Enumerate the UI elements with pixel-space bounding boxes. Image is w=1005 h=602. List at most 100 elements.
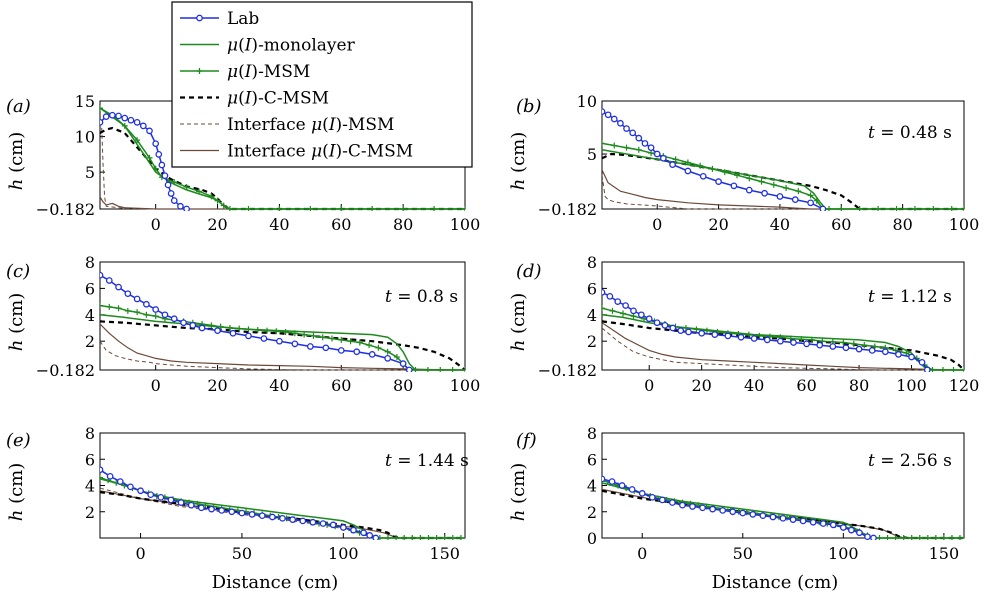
lab-point	[269, 513, 276, 521]
lab-point	[189, 322, 197, 329]
lab-point	[881, 348, 889, 356]
lab-point	[684, 167, 692, 175]
lab-point	[218, 507, 226, 514]
msm-point	[375, 344, 382, 351]
lab-point	[807, 199, 814, 207]
msm-point	[908, 535, 915, 540]
msm-point	[850, 340, 857, 347]
lab-point	[789, 516, 797, 523]
msm-point	[384, 535, 391, 540]
lab-point	[839, 524, 847, 531]
lab-point	[127, 116, 135, 124]
lab-point	[745, 186, 753, 194]
lab-point	[724, 332, 732, 340]
y-axis-label: h (cm)	[6, 463, 27, 522]
lab-point	[147, 491, 155, 499]
lab-point	[641, 140, 649, 147]
lab-point	[895, 351, 902, 358]
msm-point	[338, 205, 345, 211]
msm-point	[369, 205, 376, 211]
y-tick-label: 2	[587, 332, 597, 351]
lab-point	[791, 196, 799, 203]
lab-point	[100, 271, 104, 279]
series-line-interface-mu-i-msm	[602, 175, 964, 210]
lab-point	[759, 512, 767, 520]
lab-point	[638, 490, 646, 497]
msm-point	[756, 332, 763, 339]
lab-point	[291, 340, 299, 348]
lab-point	[868, 347, 876, 354]
lab-point	[829, 343, 837, 350]
x-tick-label: 20	[207, 215, 227, 234]
msm-point	[672, 156, 679, 163]
lab-point	[368, 351, 376, 358]
time-label: t = 1.44 s	[385, 451, 469, 471]
lab-point	[777, 337, 784, 345]
legend-label-lab: Lab	[227, 9, 259, 29]
msm-point	[948, 205, 955, 211]
msm-point	[961, 205, 964, 211]
series-group	[602, 475, 964, 540]
msm-point	[903, 350, 910, 357]
legend-box	[171, 1, 473, 168]
lab-point	[260, 335, 268, 342]
msm-point	[900, 535, 907, 540]
msm-point	[412, 366, 419, 372]
msm-point	[875, 205, 882, 211]
x-tick-label: 40	[744, 376, 764, 395]
x-tick-label: 60	[796, 376, 816, 395]
msm-point	[106, 303, 113, 310]
msm-point	[400, 205, 407, 211]
msm-point	[932, 535, 939, 540]
msm-point	[861, 342, 868, 349]
lab-point	[115, 112, 122, 120]
lab-point	[637, 311, 645, 319]
msm-point	[291, 330, 298, 337]
y-axis-label: h (cm)	[508, 463, 529, 522]
lab-point	[908, 353, 915, 361]
lab-point	[139, 122, 147, 130]
msm-point	[840, 339, 847, 346]
lab-point	[214, 327, 221, 334]
lab-point	[645, 315, 653, 323]
plot-frame	[601, 261, 965, 371]
lab-point	[152, 140, 160, 148]
msm-point	[356, 339, 363, 346]
lab-point	[709, 505, 716, 513]
time-label: t = 2.56 s	[868, 451, 952, 471]
lab-point	[648, 493, 656, 501]
lab-point	[161, 172, 169, 180]
y-tick-label: 6	[587, 450, 597, 469]
msm-point	[462, 366, 465, 372]
panel-tag: (e)	[6, 430, 31, 451]
x-tick-label: 100	[828, 544, 859, 563]
y-tick-label: 2	[85, 332, 95, 351]
msm-point	[770, 181, 777, 188]
lab-point	[628, 486, 636, 493]
x-tick-label: 0	[652, 215, 662, 234]
msm-point	[948, 535, 955, 540]
series-line-mu-i-c-msm	[602, 320, 964, 371]
lab-point	[635, 134, 643, 142]
y-axis-label: h (cm)	[508, 132, 529, 191]
msm-point	[100, 105, 103, 112]
lab-point	[679, 501, 686, 509]
lab-point	[769, 513, 777, 521]
x-tick-label: 40	[770, 215, 790, 234]
msm-point	[826, 205, 833, 211]
msm-point	[134, 309, 141, 316]
msm-point	[214, 197, 221, 204]
msm-point	[437, 366, 444, 372]
panel-c: 0 20 40 60 80 100 −0.182 2 4 6 8 h (cm) (c) t = 0.8 s	[6, 253, 480, 395]
msm-point	[721, 169, 728, 176]
lab-point	[630, 307, 637, 315]
msm-point	[121, 122, 128, 129]
msm-point	[100, 474, 103, 481]
x-tick-label: 100	[949, 215, 980, 234]
msm-point	[152, 165, 159, 172]
x-axis-label: Distance (cm)	[212, 572, 339, 593]
series-group	[602, 108, 964, 211]
x-tick-label: 100	[896, 376, 927, 395]
series-group	[100, 105, 465, 211]
